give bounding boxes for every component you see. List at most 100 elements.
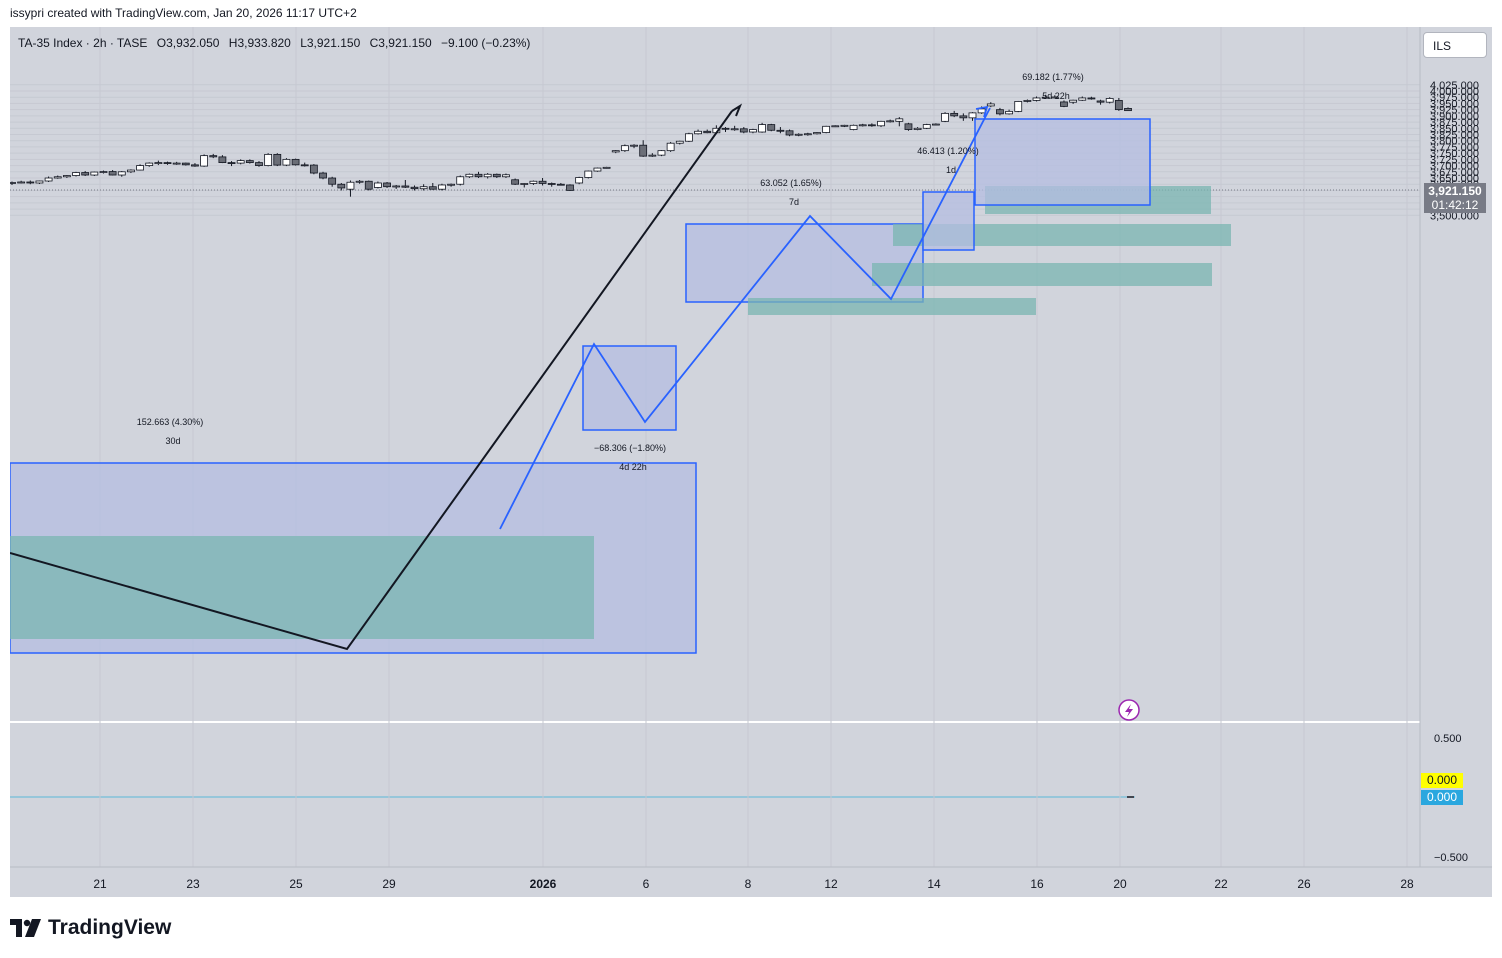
oscillator-tick-label: 0.500 bbox=[1434, 733, 1462, 745]
chart-area[interactable]: 152.663 (4.30%) 30d −68.306 (−1.80%) 4d 22h… bbox=[10, 27, 1492, 897]
demand-zone bbox=[893, 224, 1231, 246]
candle-body bbox=[639, 144, 648, 157]
candle-body bbox=[648, 154, 657, 157]
candle-body bbox=[950, 112, 959, 117]
measurement-label: 69.182 (1.77%) bbox=[1022, 72, 1084, 82]
price-tick-label: 3,950.000 bbox=[1430, 98, 1479, 110]
candle-body bbox=[26, 181, 35, 184]
candle-body bbox=[1078, 97, 1087, 101]
last-price-badge: 3,921.150 01:42:12 bbox=[1424, 183, 1486, 213]
candle-body bbox=[136, 165, 144, 171]
price-tick-label: 3,725.000 bbox=[1430, 154, 1479, 166]
tradingview-logo-icon bbox=[10, 919, 41, 937]
candles bbox=[10, 94, 1132, 197]
candle-body bbox=[941, 112, 949, 122]
drawings bbox=[10, 118, 1231, 654]
candle-body bbox=[520, 183, 529, 185]
candle-body bbox=[584, 170, 593, 178]
candle-body bbox=[163, 162, 172, 164]
symbol-label[interactable]: TA-35 Index · 2h · TASE bbox=[18, 36, 148, 50]
candle-body bbox=[1041, 96, 1050, 99]
time-tick-label: 20 bbox=[1113, 877, 1127, 891]
demand-zone bbox=[748, 298, 1036, 315]
candle-body bbox=[803, 133, 812, 136]
candle-body bbox=[181, 162, 190, 166]
candle-body bbox=[483, 173, 492, 178]
drawing-overlay bbox=[10, 103, 991, 651]
candle-body bbox=[840, 124, 849, 127]
price-tick-label: 3,775.000 bbox=[1430, 142, 1479, 154]
candle-body bbox=[502, 174, 510, 178]
candle-body bbox=[117, 171, 126, 176]
candle-body bbox=[1060, 101, 1068, 107]
trend-line bbox=[10, 110, 733, 651]
price-tick-label: 3,650.000 bbox=[1430, 173, 1479, 185]
price-tick-label: 3,800.000 bbox=[1430, 136, 1479, 148]
candle-body bbox=[703, 130, 712, 134]
candle-body bbox=[346, 181, 355, 190]
candle-body bbox=[90, 171, 99, 176]
price-tick-label: 3,975.000 bbox=[1430, 92, 1479, 104]
candle-body bbox=[1050, 96, 1059, 99]
candle-body bbox=[611, 150, 620, 153]
candle-body bbox=[273, 153, 282, 166]
time-tick-label: 6 bbox=[643, 877, 650, 891]
candle-body bbox=[17, 181, 26, 184]
candle-body bbox=[675, 140, 684, 144]
change-value: −9.100 (−0.23%) bbox=[441, 36, 531, 50]
candle-body bbox=[822, 125, 831, 133]
range-box bbox=[582, 345, 677, 431]
candle-body bbox=[374, 182, 382, 188]
candle-body bbox=[977, 108, 986, 114]
candle-body bbox=[529, 180, 538, 184]
candle-body bbox=[1087, 97, 1096, 100]
measurement-label: −68.306 (−1.80%) bbox=[594, 443, 666, 453]
candle-body bbox=[282, 158, 291, 166]
arrow-head-icon bbox=[975, 105, 989, 118]
candle-body bbox=[556, 183, 565, 186]
time-tick-label: 21 bbox=[93, 877, 107, 891]
price-tick-label: 3,825.000 bbox=[1430, 130, 1479, 142]
low-value: L3,921.150 bbox=[300, 36, 361, 50]
candle-body bbox=[319, 172, 327, 179]
measurement-duration: 4d 22h bbox=[619, 462, 647, 472]
price-tick-label: 3,500.000 bbox=[1430, 210, 1479, 222]
candle-body bbox=[511, 179, 520, 185]
candle-body bbox=[44, 177, 53, 182]
candle-body bbox=[831, 125, 840, 128]
candle-body bbox=[785, 130, 794, 136]
tradingview-logo[interactable]: TradingView bbox=[10, 915, 171, 941]
candle-body bbox=[154, 162, 163, 164]
candle-body bbox=[932, 123, 940, 126]
time-tick-label: 12 bbox=[824, 877, 838, 891]
candle-body bbox=[1032, 97, 1041, 101]
candle-body bbox=[547, 183, 556, 185]
price-tick-label: 4,025.000 bbox=[1430, 80, 1479, 92]
candle-body bbox=[108, 171, 117, 176]
candle-body bbox=[309, 164, 318, 174]
candle-body bbox=[959, 115, 968, 119]
candle-body bbox=[328, 177, 337, 185]
candle-body bbox=[895, 118, 904, 122]
candle-body bbox=[392, 185, 401, 188]
currency-button[interactable]: ILS bbox=[1423, 32, 1487, 58]
candle-body bbox=[245, 160, 254, 163]
time-tick-label: 23 bbox=[186, 877, 200, 891]
open-value: O3,932.050 bbox=[156, 36, 220, 50]
candle-body bbox=[794, 133, 803, 136]
candle-body bbox=[904, 123, 913, 130]
candle-body bbox=[1005, 110, 1013, 115]
time-tick-label: 22 bbox=[1214, 877, 1228, 891]
candle-body bbox=[968, 112, 977, 119]
candle-body bbox=[401, 185, 410, 188]
close-value: C3,921.150 bbox=[369, 36, 432, 50]
price-chart[interactable]: 152.663 (4.30%) 30d −68.306 (−1.80%) 4d 22h… bbox=[10, 27, 1492, 897]
candle-body bbox=[1105, 98, 1114, 103]
candle-body bbox=[172, 162, 181, 165]
annotations: 152.663 (4.30%) 30d −68.306 (−1.80%) 4d 22h… bbox=[137, 72, 1140, 721]
high-value: H3,933.820 bbox=[228, 36, 291, 50]
candle-body bbox=[35, 180, 44, 184]
candle-body bbox=[657, 150, 666, 156]
measurement-label: 152.663 (4.30%) bbox=[137, 417, 204, 427]
candle-body bbox=[410, 186, 419, 190]
